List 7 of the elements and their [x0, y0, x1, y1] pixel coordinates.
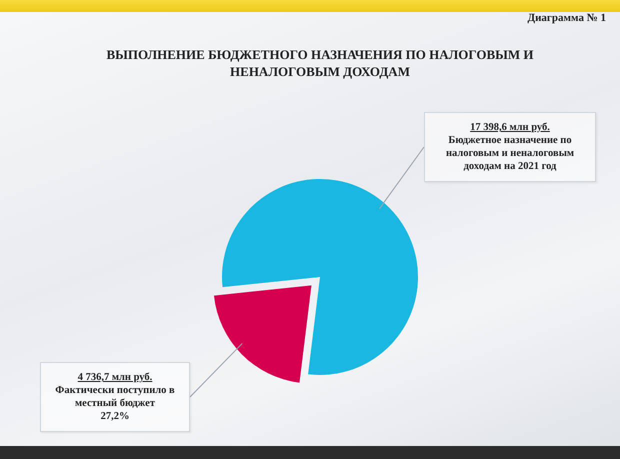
chart-title: ВЫПОЛНЕНИЕ БЮДЖЕТНОГО НАЗНАЧЕНИЯ ПО НАЛОГОВЫМ И НЕНАЛОГОВЫМ ДОХОДАМ	[106, 47, 534, 79]
data-label: 17 398,6 млн руб.	[470, 122, 550, 133]
data-label: 4 736,7 млн руб.	[78, 372, 152, 383]
slice-label: Фактически поступило в местный бюджет	[55, 385, 175, 409]
chart-subtitle: Диаграмма № 1	[528, 12, 606, 24]
text: 27,2%	[100, 411, 130, 422]
slice-label: Бюджетное назначение по налоговым и неналоговым доходам на 2021 год	[446, 135, 574, 172]
